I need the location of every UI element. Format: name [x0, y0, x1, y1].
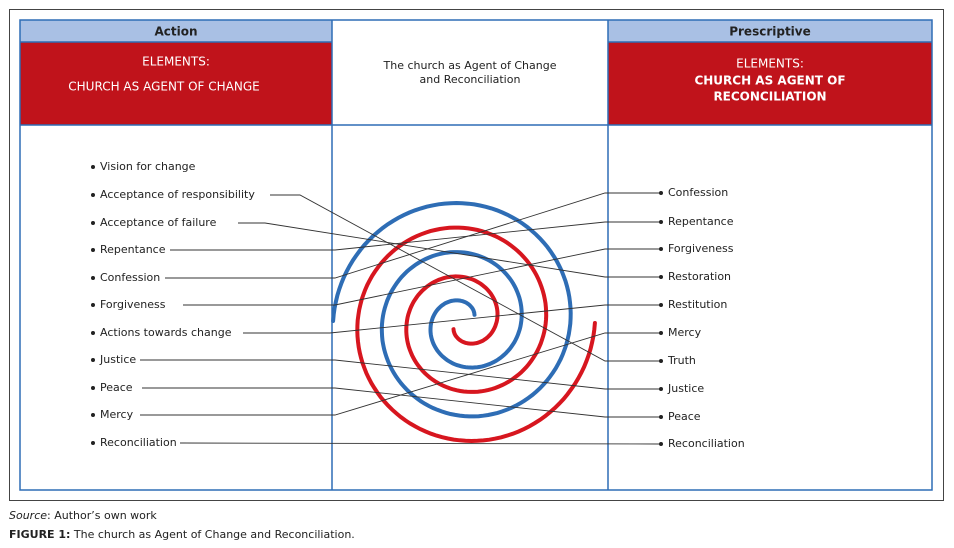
- right-item: Truth: [667, 354, 696, 367]
- spirals: [331, 200, 597, 444]
- source: Source: Author’s own work: [9, 509, 157, 522]
- bullet: [659, 442, 663, 446]
- bullet: [659, 191, 663, 195]
- right-item: Restitution: [668, 298, 727, 311]
- items: Vision for change Acceptance of responsib…: [91, 160, 745, 450]
- left-item: Actions towards change: [100, 326, 232, 339]
- left-box-line: ELEMENTS:: [142, 55, 210, 69]
- connectors: [140, 192, 661, 445]
- bullet: [91, 165, 95, 169]
- bullet: [91, 221, 95, 225]
- bullet: [659, 415, 663, 419]
- source-text: : Author’s own work: [47, 509, 157, 522]
- right-box-line: ELEMENTS:: [736, 57, 804, 71]
- left-box: [20, 42, 332, 125]
- bullet: [91, 276, 95, 280]
- right-item: Reconciliation: [668, 437, 745, 450]
- right-item: Repentance: [668, 215, 734, 228]
- left-item: Confession: [100, 271, 160, 284]
- right-item: Restoration: [668, 270, 731, 283]
- spiral: [355, 225, 597, 444]
- left-item: Justice: [99, 353, 136, 366]
- bullet: [91, 303, 95, 307]
- right-item: Justice: [667, 382, 704, 395]
- right-box: [608, 42, 932, 125]
- left-item: Forgiveness: [100, 298, 166, 311]
- left-item: Mercy: [100, 408, 134, 421]
- source-label: Source: [9, 509, 47, 522]
- bullet: [659, 303, 663, 307]
- left-item: Reconciliation: [100, 436, 177, 449]
- spiral: [331, 200, 573, 419]
- bullet: [659, 387, 663, 391]
- left-item: Vision for change: [100, 160, 196, 173]
- middle-box-line: and Reconciliation: [420, 73, 521, 86]
- right-title: Prescriptive: [729, 25, 811, 39]
- left-box-line: CHURCH AS AGENT OF CHANGE: [68, 80, 259, 94]
- bullet: [91, 413, 95, 417]
- right-box-line: RECONCILIATION: [713, 90, 826, 104]
- bullet: [659, 359, 663, 363]
- bullet: [659, 331, 663, 335]
- bullet: [91, 358, 95, 362]
- figure-text: The church as Agent of Change and Reconc…: [70, 528, 354, 541]
- right-item: Mercy: [668, 326, 702, 339]
- bullet: [659, 247, 663, 251]
- left-item: Acceptance of failure: [100, 216, 217, 229]
- right-item: Confession: [668, 186, 728, 199]
- left-item: Repentance: [100, 243, 166, 256]
- outer-border: [9, 9, 944, 501]
- bullet: [91, 441, 95, 445]
- bullet: [659, 275, 663, 279]
- right-box-line: CHURCH AS AGENT OF: [694, 74, 845, 88]
- figure-caption: FIGURE 1: The church as Agent of Change …: [9, 528, 355, 541]
- grid-lines: [19, 19, 933, 491]
- right-item: Forgiveness: [668, 242, 734, 255]
- bullet: [91, 386, 95, 390]
- bullet: [91, 193, 95, 197]
- bullet: [91, 331, 95, 335]
- right-item: Peace: [668, 410, 701, 423]
- figure-label: FIGURE 1:: [9, 528, 70, 541]
- middle-box-line: The church as Agent of Change: [383, 59, 557, 72]
- left-header: [20, 20, 332, 42]
- bullet: [659, 220, 663, 224]
- bullet: [91, 248, 95, 252]
- right-header: [608, 20, 932, 42]
- left-item: Acceptance of responsibility: [100, 188, 255, 201]
- left-item: Peace: [100, 381, 133, 394]
- left-title: Action: [154, 25, 197, 39]
